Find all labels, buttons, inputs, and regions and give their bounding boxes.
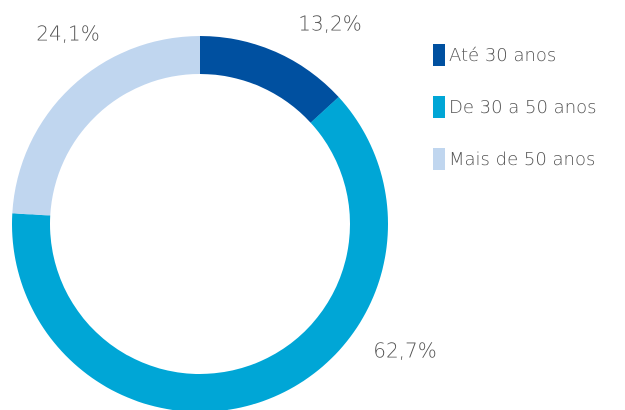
donut-segment xyxy=(12,97,388,410)
legend-label: Até 30 anos xyxy=(449,45,556,66)
legend-label: Mais de 50 anos xyxy=(449,149,595,170)
legend-label: De 30 a 50 anos xyxy=(449,97,597,118)
donut-segment xyxy=(200,36,339,123)
data-label: 62,7% xyxy=(373,339,437,363)
legend-swatch xyxy=(433,44,445,66)
legend-swatch xyxy=(433,96,445,118)
donut-segment xyxy=(12,35,201,216)
legend-swatch xyxy=(433,148,445,170)
data-label: 13,2% xyxy=(298,12,362,36)
data-label: 24,1% xyxy=(36,22,100,46)
